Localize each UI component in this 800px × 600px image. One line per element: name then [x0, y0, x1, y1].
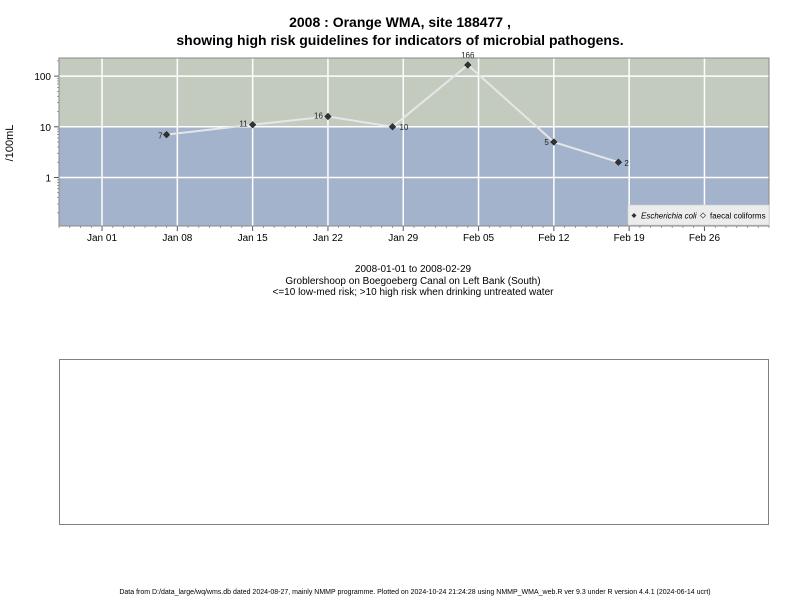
x-tick-label: Jan 01	[87, 233, 117, 244]
site-description: Groblershoop on Boegoeberg Canal on Left…	[285, 276, 541, 287]
x-tick-label: Feb 26	[689, 233, 721, 244]
ecoli-data-label: 10	[399, 123, 408, 132]
x-tick-label: Feb 19	[614, 233, 646, 244]
x-tick-label: Jan 15	[238, 233, 268, 244]
empty-plot-panel	[59, 359, 769, 525]
x-tick-label: Feb 05	[463, 233, 495, 244]
y-tick-label: 100	[34, 72, 51, 83]
ecoli-point	[249, 121, 257, 129]
chart-panel: 7 11 16 10 166 5 2 Jan 01 Jan 08 Jan 15 Jan 22 Jan…	[4, 51, 770, 244]
y-tick-label: 1	[45, 173, 51, 184]
y-axis-label: /100mL	[4, 125, 16, 162]
ecoli-data-label: 166	[461, 51, 475, 60]
ecoli-point	[162, 131, 171, 139]
legend-ecoli-label: Escherichia coli	[641, 212, 697, 221]
high-risk-zone	[59, 58, 769, 127]
date-range: 2008-01-01 to 2008-02-29	[354, 264, 472, 275]
x-tick-label: Jan 08	[162, 233, 192, 244]
x-tick-label: Feb 12	[538, 233, 570, 244]
ecoli-point	[614, 158, 623, 166]
ecoli-point	[324, 112, 332, 121]
plot-frame	[58, 57, 770, 227]
risk-guideline-note: <=10 low-med risk; >10 high risk when dr…	[272, 287, 554, 298]
ecoli-data-label: 11	[239, 120, 248, 129]
footer-note: Data from D:/data_large/wq/wms.db dated …	[119, 589, 711, 596]
x-tick-label: Jan 22	[313, 233, 343, 244]
ecoli-point	[388, 123, 397, 131]
chart-title-line1: 2008 : Orange WMA, site 188477 ,	[289, 14, 511, 30]
x-tick-label: Jan 29	[388, 233, 418, 244]
legend-faecal-marker	[699, 212, 707, 219]
ecoli-point	[550, 138, 558, 146]
legend-box	[627, 204, 770, 226]
y-tick-label: 10	[40, 123, 52, 134]
ecoli-data-label: 5	[544, 138, 549, 147]
ecoli-data-label: 16	[314, 111, 323, 120]
legend-faecal-label: faecal coliforms	[710, 212, 766, 221]
ecoli-data-label: 7	[158, 132, 163, 141]
legend-ecoli-marker	[631, 213, 637, 218]
ecoli-point	[464, 61, 472, 69]
ecoli-data-label: 2	[624, 159, 629, 168]
chart-title-line2: showing high risk guidelines for indicat…	[176, 32, 624, 48]
